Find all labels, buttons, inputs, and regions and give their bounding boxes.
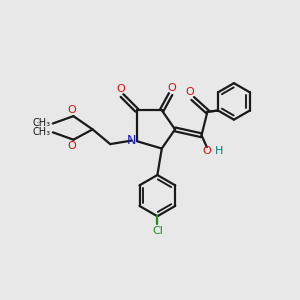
Text: O: O <box>185 87 194 97</box>
Text: O: O <box>168 82 176 93</box>
Text: Cl: Cl <box>152 226 163 236</box>
Text: CH₃: CH₃ <box>32 127 50 137</box>
Text: O: O <box>202 146 211 156</box>
Text: O: O <box>68 141 76 151</box>
Text: H: H <box>214 146 223 156</box>
Text: CH₃: CH₃ <box>32 118 50 128</box>
Text: N: N <box>127 134 136 147</box>
Text: O: O <box>68 105 76 115</box>
Text: methoxy: methoxy <box>37 122 43 123</box>
Text: O: O <box>116 84 125 94</box>
